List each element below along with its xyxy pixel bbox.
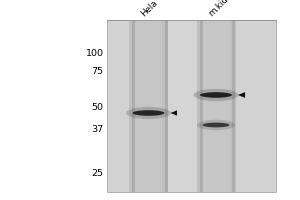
- Text: Hela: Hela: [139, 0, 159, 18]
- Bar: [168, 20, 197, 192]
- Bar: [232, 20, 236, 192]
- Text: 37: 37: [92, 126, 104, 134]
- Bar: [132, 20, 135, 192]
- Bar: [135, 20, 162, 192]
- Polygon shape: [238, 92, 245, 98]
- Ellipse shape: [202, 123, 230, 127]
- Ellipse shape: [197, 120, 235, 130]
- Bar: [196, 20, 236, 192]
- Text: 75: 75: [92, 66, 104, 75]
- Bar: [165, 20, 168, 192]
- Text: m.kidney: m.kidney: [207, 0, 241, 18]
- Bar: [106, 20, 276, 192]
- Ellipse shape: [194, 89, 238, 101]
- Ellipse shape: [133, 110, 164, 116]
- Bar: [200, 20, 203, 192]
- Text: 100: 100: [85, 48, 103, 58]
- Ellipse shape: [200, 92, 232, 98]
- Bar: [129, 20, 168, 192]
- Ellipse shape: [126, 107, 171, 119]
- Text: 25: 25: [92, 170, 104, 178]
- Polygon shape: [170, 110, 177, 116]
- Text: 50: 50: [92, 102, 104, 112]
- Bar: [202, 20, 230, 192]
